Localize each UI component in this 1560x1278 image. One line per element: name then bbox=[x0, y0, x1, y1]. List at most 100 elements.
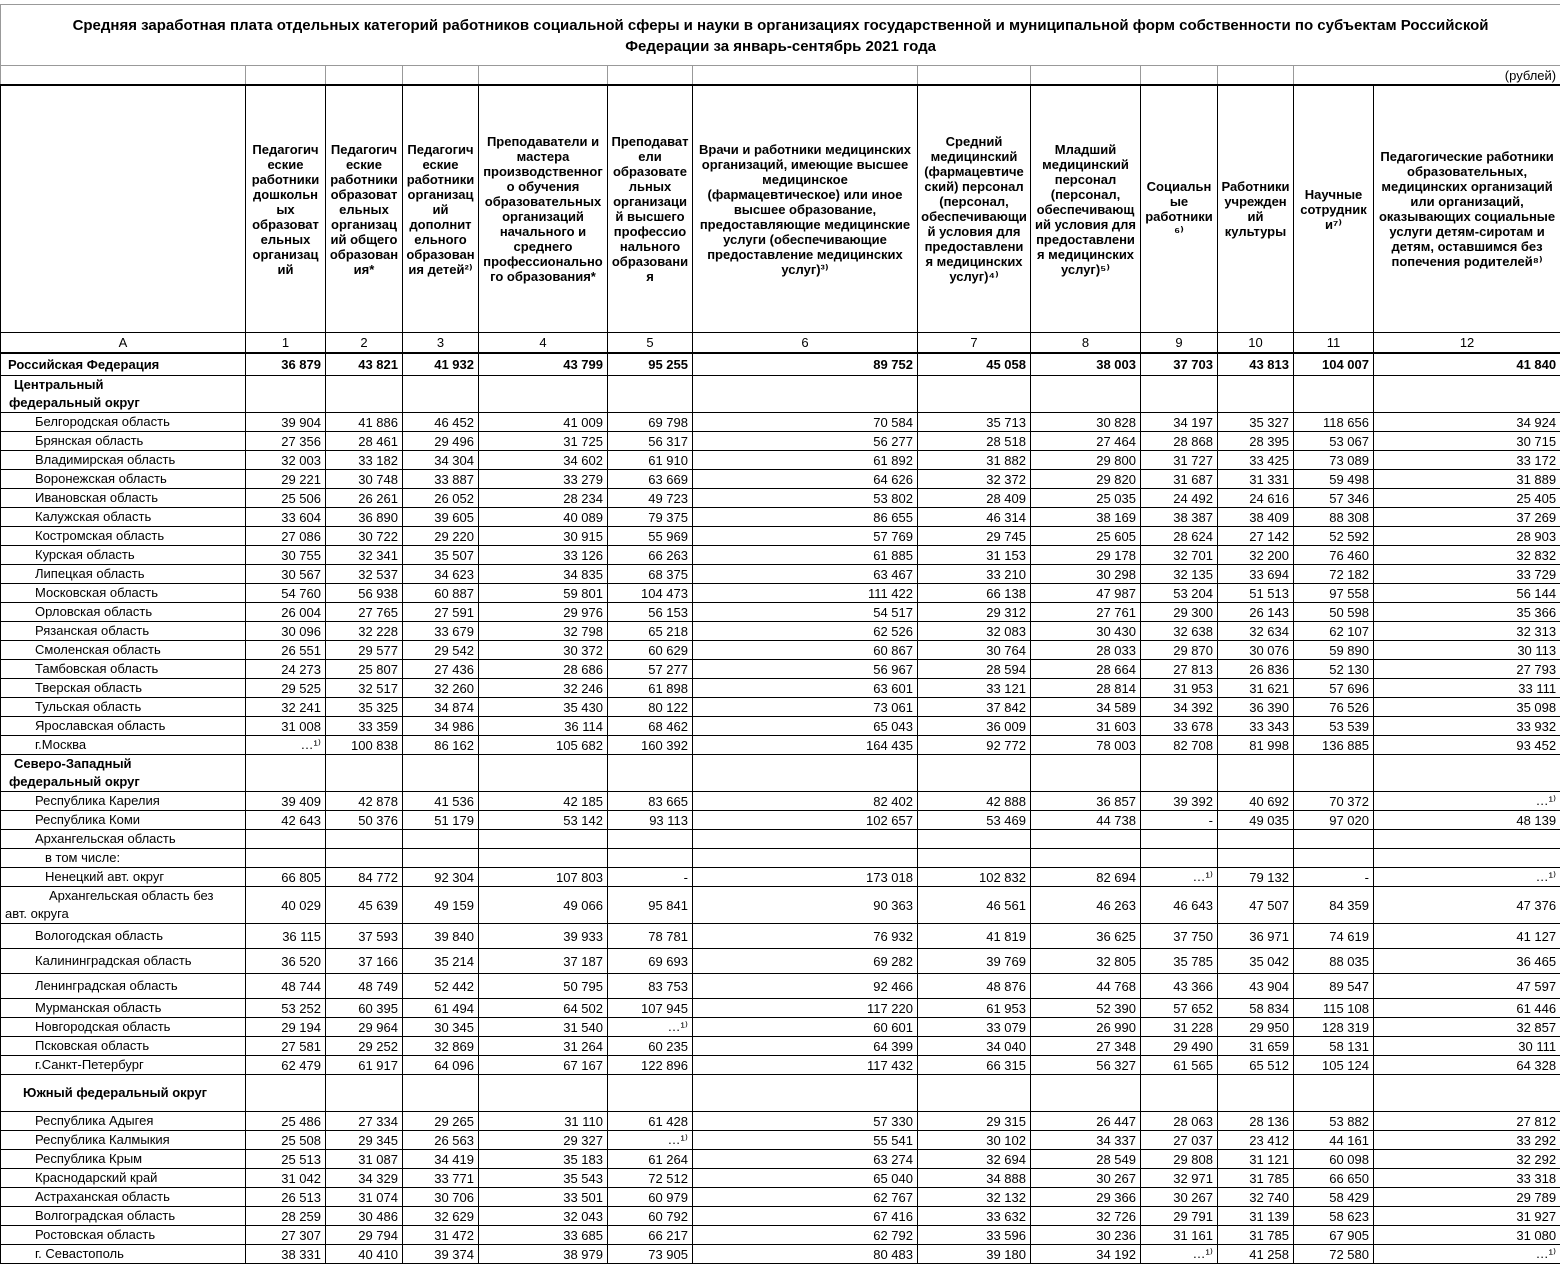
value-cell: 56 144 bbox=[1372, 583, 1560, 603]
empty-cell bbox=[245, 65, 326, 86]
table-row: Республика Крым 25 513 31 087 34 419 35 183 6… bbox=[0, 1149, 1560, 1169]
value-cell: 31 331 bbox=[1217, 469, 1294, 489]
value-cell: 33 318 bbox=[1372, 1168, 1560, 1188]
table-row: Новгородская область 29 194 29 964 30 345 31… bbox=[0, 1017, 1560, 1037]
value-cell: 95 255 bbox=[607, 352, 693, 376]
value-cell: 36 857 bbox=[1030, 791, 1141, 811]
value-cell: 41 258 bbox=[1217, 1244, 1294, 1264]
value-cell: 48 876 bbox=[917, 973, 1031, 999]
value-cell: 49 723 bbox=[607, 488, 693, 508]
value-cell: 29 542 bbox=[402, 640, 479, 660]
value-cell: 30 372 bbox=[478, 640, 608, 660]
value-cell: 47 987 bbox=[1030, 583, 1141, 603]
value-cell: 32 726 bbox=[1030, 1206, 1141, 1226]
value-cell: 31 008 bbox=[245, 716, 326, 736]
value-cell: 28 234 bbox=[478, 488, 608, 508]
value-cell: 30 345 bbox=[402, 1017, 479, 1037]
value-cell: 38 331 bbox=[245, 1244, 326, 1264]
value-cell: 61 428 bbox=[607, 1111, 693, 1131]
value-cell: 36 465 bbox=[1372, 948, 1560, 974]
value-cell: 28 033 bbox=[1030, 640, 1141, 660]
value-cell: 63 669 bbox=[607, 469, 693, 489]
value-cell bbox=[1293, 1074, 1374, 1112]
region-name-cell: Архангельская область bbox=[0, 829, 246, 849]
value-cell: 31 659 bbox=[1217, 1036, 1294, 1056]
value-cell: 61 264 bbox=[607, 1149, 693, 1169]
value-cell bbox=[607, 829, 693, 849]
value-cell: 35 327 bbox=[1217, 412, 1294, 432]
value-cell: 26 551 bbox=[245, 640, 326, 660]
value-cell: 34 337 bbox=[1030, 1130, 1141, 1150]
value-cell: 61 953 bbox=[917, 998, 1031, 1018]
region-name-cell: г.Москва bbox=[0, 735, 246, 755]
table-row: Краснодарский край 31 042 34 329 33 771 35 5… bbox=[0, 1168, 1560, 1188]
value-cell: 76 526 bbox=[1293, 697, 1374, 717]
table-row: Республика Карелия 39 409 42 878 41 536 42 1… bbox=[0, 791, 1560, 811]
value-cell: 33 501 bbox=[478, 1187, 608, 1207]
value-cell: 27 793 bbox=[1372, 659, 1560, 679]
value-cell: 29 976 bbox=[478, 602, 608, 622]
region-name-cell: Тульская область bbox=[0, 697, 246, 717]
value-cell: 40 029 bbox=[245, 886, 326, 924]
value-cell: 41 819 bbox=[917, 923, 1031, 949]
value-cell: 30 096 bbox=[245, 621, 326, 641]
value-cell: 27 464 bbox=[1030, 431, 1141, 451]
value-cell: 27 813 bbox=[1140, 659, 1218, 679]
value-cell: 53 539 bbox=[1293, 716, 1374, 736]
value-cell bbox=[1140, 848, 1218, 868]
value-cell: 60 887 bbox=[402, 583, 479, 603]
value-cell: 64 399 bbox=[692, 1036, 918, 1056]
value-cell: 72 580 bbox=[1293, 1244, 1374, 1264]
value-cell: 111 422 bbox=[692, 583, 918, 603]
value-cell: 31 139 bbox=[1217, 1206, 1294, 1226]
value-cell: 59 890 bbox=[1293, 640, 1374, 660]
value-cell: 30 764 bbox=[917, 640, 1031, 660]
value-cell bbox=[692, 375, 918, 413]
value-cell: 28 136 bbox=[1217, 1111, 1294, 1131]
value-cell: 35 543 bbox=[478, 1168, 608, 1188]
value-cell: 31 882 bbox=[917, 450, 1031, 470]
value-cell: 25 035 bbox=[1030, 488, 1141, 508]
value-cell: 29 808 bbox=[1140, 1149, 1218, 1169]
value-cell: 69 693 bbox=[607, 948, 693, 974]
value-cell: 34 392 bbox=[1140, 697, 1218, 717]
value-cell: …¹⁾ bbox=[1372, 867, 1560, 887]
value-cell: 37 166 bbox=[325, 948, 403, 974]
value-cell: 66 217 bbox=[607, 1225, 693, 1245]
value-cell: 56 153 bbox=[607, 602, 693, 622]
value-cell: 56 317 bbox=[607, 431, 693, 451]
value-cell: 45 058 bbox=[917, 352, 1031, 376]
value-cell: 72 182 bbox=[1293, 564, 1374, 584]
value-cell: 31 889 bbox=[1372, 469, 1560, 489]
value-cell: 84 359 bbox=[1293, 886, 1374, 924]
value-cell: 39 605 bbox=[402, 507, 479, 527]
value-cell: 32 372 bbox=[917, 469, 1031, 489]
table-row: Архангельская область без авт. округа 40 … bbox=[0, 886, 1560, 924]
table-row: Ярославская область 31 008 33 359 34 986 36 … bbox=[0, 716, 1560, 736]
value-cell: 62 526 bbox=[692, 621, 918, 641]
value-cell bbox=[692, 754, 918, 792]
value-cell: 29 800 bbox=[1030, 450, 1141, 470]
value-cell: 57 652 bbox=[1140, 998, 1218, 1018]
value-cell: 32 200 bbox=[1217, 545, 1294, 565]
value-cell: 60 098 bbox=[1293, 1149, 1374, 1169]
value-cell: 136 885 bbox=[1293, 735, 1374, 755]
value-cell: 32 132 bbox=[917, 1187, 1031, 1207]
value-cell bbox=[325, 848, 403, 868]
value-cell: 37 269 bbox=[1372, 507, 1560, 527]
value-cell: 95 841 bbox=[607, 886, 693, 924]
region-name-cell: Брянская область bbox=[0, 431, 246, 451]
value-cell: 29 820 bbox=[1030, 469, 1141, 489]
value-cell bbox=[607, 375, 693, 413]
value-cell: 76 460 bbox=[1293, 545, 1374, 565]
value-cell: 37 703 bbox=[1140, 352, 1218, 376]
value-cell: 28 903 bbox=[1372, 526, 1560, 546]
value-cell: 30 113 bbox=[1372, 640, 1560, 660]
column-header-12: Педагогические работники образовательных… bbox=[1372, 84, 1560, 333]
column-index-A: А bbox=[0, 332, 246, 354]
value-cell: 31 042 bbox=[245, 1168, 326, 1188]
value-cell: 34 986 bbox=[402, 716, 479, 736]
value-cell: 50 376 bbox=[325, 810, 403, 830]
value-cell: 70 584 bbox=[692, 412, 918, 432]
region-name-cell: Ленинградская область bbox=[0, 973, 246, 999]
